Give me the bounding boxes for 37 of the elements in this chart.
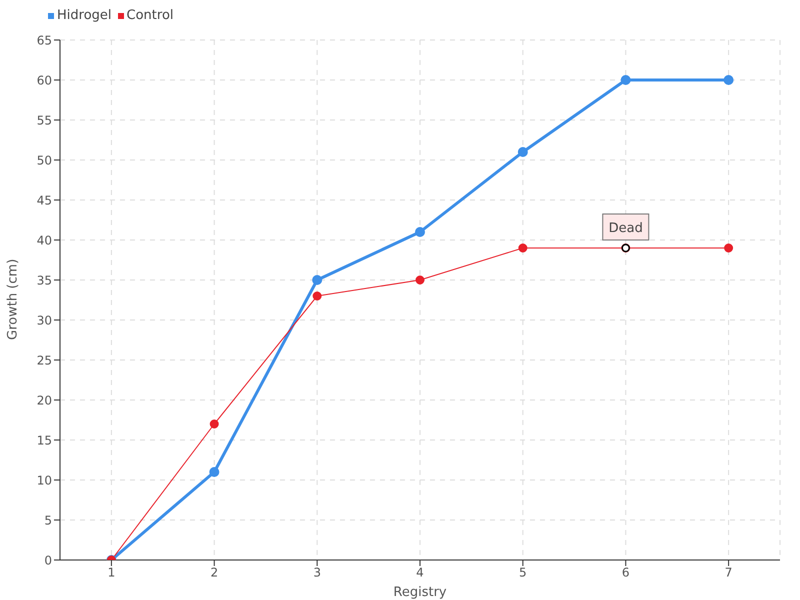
point	[312, 275, 322, 285]
y-tick-label: 20	[36, 393, 52, 408]
point	[724, 244, 734, 252]
x-tick-label: 7	[724, 566, 732, 580]
y-axis-title: Growth (cm)	[6, 258, 21, 340]
legend-label: Hidrogel	[57, 8, 112, 23]
x-tick-label: 3	[313, 566, 321, 580]
x-tick-label: 4	[416, 566, 424, 580]
y-tick-label: 15	[36, 433, 52, 448]
y-tick-label: 55	[36, 113, 52, 128]
point	[620, 75, 631, 85]
y-tick-label: 35	[36, 273, 52, 288]
point	[518, 244, 528, 252]
x-tick-label: 2	[210, 566, 218, 580]
point	[518, 147, 528, 157]
x-tick-label: 1	[108, 566, 116, 580]
y-tick-label: 10	[36, 473, 52, 488]
x-tick-label: 6	[622, 566, 630, 580]
point	[416, 276, 424, 284]
point	[209, 467, 220, 477]
point	[415, 227, 425, 237]
point	[210, 420, 219, 428]
annotation: Dead	[608, 221, 643, 236]
y-tick-label: 45	[36, 193, 52, 208]
legend-label: Control	[126, 8, 174, 23]
y-tick-label: 5	[44, 513, 52, 528]
y-tick-label: 0	[44, 553, 52, 568]
y-tick-label: 65	[36, 33, 52, 48]
x-tick-label: 5	[519, 566, 527, 580]
point	[724, 75, 734, 85]
point	[312, 292, 322, 300]
y-tick-label: 60	[36, 73, 52, 88]
y-tick-label: 50	[36, 153, 52, 168]
y-tick-label: 25	[36, 353, 52, 368]
x-axis-title: Registry	[393, 585, 447, 600]
y-tick-label: 30	[36, 313, 52, 328]
y-tick-label: 40	[36, 233, 52, 248]
